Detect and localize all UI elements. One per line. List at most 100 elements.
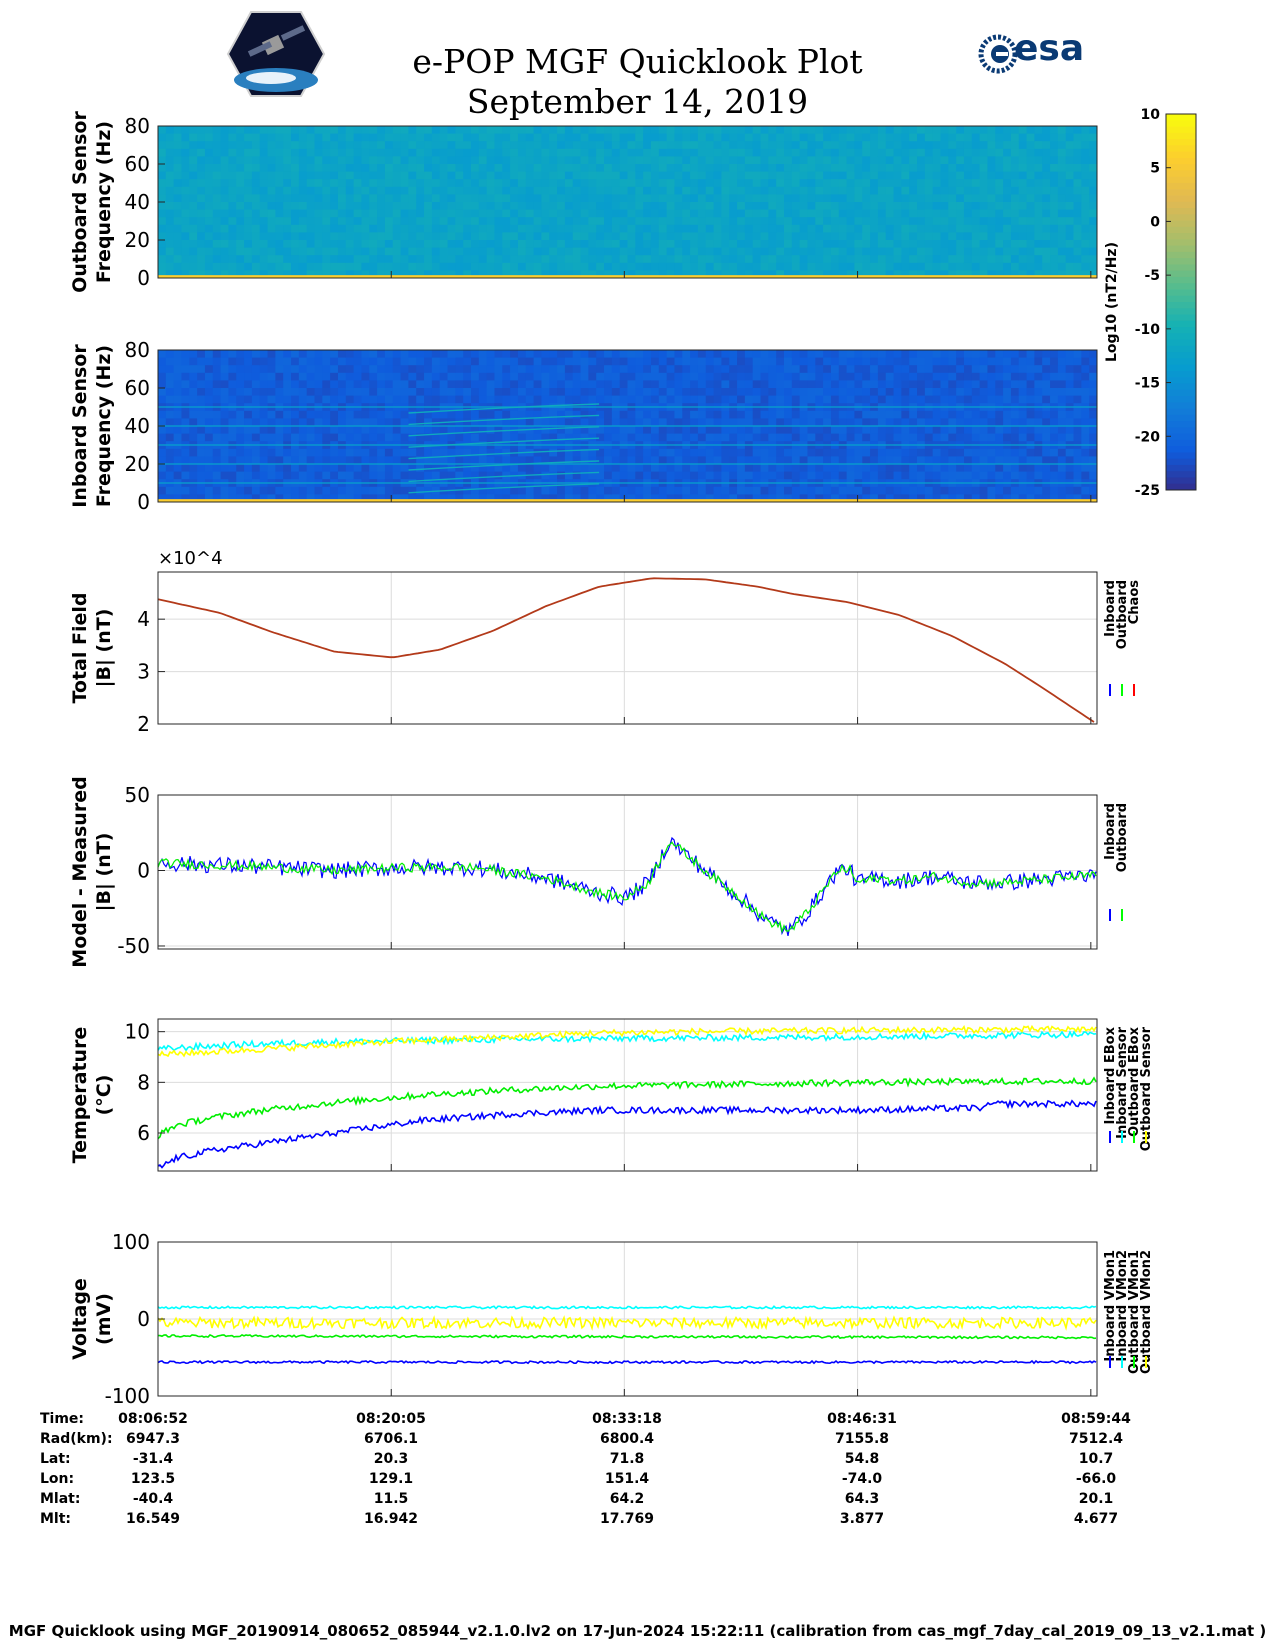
inboard-spectrogram-cell: [517, 418, 527, 427]
inboard-spectrogram-cell: [744, 426, 754, 434]
inboard-spectrogram-cell: [431, 372, 441, 381]
inboard-spectrogram-cell: [510, 433, 519, 442]
inboard-spectrogram-cell: [635, 456, 644, 465]
outboard-spectrogram-cell: [416, 270, 425, 279]
inboard-spectrogram-cell: [572, 471, 581, 480]
inboard-spectrogram-cell: [502, 357, 511, 366]
outboard-spectrogram-cell: [384, 217, 394, 226]
outboard-spectrogram-cell: [846, 194, 855, 203]
outboard-spectrogram-cell: [963, 202, 973, 210]
temperature-frame: [157, 1018, 1098, 1172]
outboard-spectrogram-cell: [416, 202, 425, 210]
inboard-spectrogram-cell: [502, 365, 511, 374]
outboard-spectrogram-cell: [823, 156, 832, 165]
outboard-spectrogram-cell: [416, 240, 425, 248]
outboard-spectrogram-cell: [1003, 240, 1012, 248]
inboard-spectrogram-cell: [901, 380, 910, 389]
outboard-spectrogram-cell: [564, 209, 574, 218]
inboard-spectrogram-cell: [259, 486, 268, 495]
inboard-spectrogram-cell: [619, 395, 628, 404]
outboard-spectrogram-cell: [502, 262, 511, 271]
outboard-spectrogram-cell: [275, 186, 284, 195]
inboard-spectrogram-cell: [478, 471, 488, 480]
outboard-spectrogram-cell: [846, 171, 855, 180]
inboard-spectrogram-cell: [619, 350, 628, 358]
outboard-spectrogram-cell: [330, 209, 339, 218]
inboard-spectrogram-cell: [901, 418, 910, 427]
inboard-spectrogram-cell: [713, 471, 722, 480]
inboard-spectrogram-cell: [533, 418, 542, 427]
inboard-spectrogram-cell: [932, 410, 941, 419]
outboard-spectrogram-cell: [158, 262, 167, 271]
outboard-spectrogram-cell: [846, 232, 855, 241]
inboard-spectrogram-cell: [619, 365, 628, 374]
inboard-spectrogram-cell: [236, 433, 245, 442]
inboard-spectrogram-cell: [572, 464, 581, 472]
outboard-spectrogram-cell: [713, 247, 722, 256]
outboard-spectrogram-cell: [204, 156, 214, 165]
inboard-spectrogram-cell: [580, 464, 589, 472]
outboard-spectrogram-cell: [705, 247, 714, 256]
outboard-spectrogram-cell: [1065, 240, 1074, 248]
outboard-spectrogram-cell: [580, 270, 589, 279]
outboard-spectrogram-cell: [619, 224, 628, 233]
inboard-spectrogram-cell: [588, 464, 597, 472]
inboard-spectrogram-cell: [596, 365, 605, 374]
outboard-spectrogram-cell: [337, 171, 347, 180]
outboard-spectrogram-cell: [799, 247, 808, 256]
inboard-spectrogram-cell: [197, 372, 206, 381]
inboard-spectrogram-cell: [377, 471, 386, 480]
outboard-spectrogram-cell: [557, 194, 566, 203]
inboard-spectrogram-cell: [431, 357, 441, 366]
outboard-spectrogram-cell: [658, 224, 668, 233]
outboard-spectrogram-cell: [807, 247, 816, 256]
outboard-spectrogram-cell: [259, 217, 268, 226]
inboard-spectrogram-cell: [1081, 350, 1090, 358]
inboard-spectrogram-cell: [259, 372, 268, 381]
outboard-spectrogram-cell: [1065, 186, 1074, 195]
outboard-spectrogram-cell: [917, 262, 926, 271]
inboard-spectrogram-cell: [572, 486, 581, 495]
inboard-spectrogram-cell: [713, 372, 722, 381]
outboard-spectrogram-cell: [1050, 156, 1059, 165]
inboard-spectrogram-cell: [830, 486, 840, 495]
inboard-spectrogram-cell: [158, 471, 167, 480]
outboard-spectrogram-cell: [165, 148, 175, 157]
inboard-spectrogram-cell: [893, 426, 902, 434]
outboard-spectrogram-cell: [1081, 262, 1090, 271]
outboard-spectrogram-cell: [830, 156, 840, 165]
inboard-spectrogram-cell: [666, 388, 675, 396]
outboard-spectrogram-cell: [337, 186, 347, 195]
outboard-spectrogram-cell: [549, 126, 558, 134]
outboard-spectrogram-cell: [557, 156, 566, 165]
inboard-spectrogram-cell: [197, 426, 206, 434]
inboard-spectrogram-cell: [244, 380, 253, 389]
outboard-spectrogram-cell: [267, 202, 276, 210]
outboard-spectrogram-cell: [291, 255, 300, 264]
outboard-spectrogram-cell: [924, 133, 934, 142]
inboard-spectrogram-cell: [564, 433, 574, 442]
outboard-spectrogram-cell: [776, 171, 785, 180]
outboard-spectrogram-cell: [283, 133, 292, 142]
inboard-spectrogram-cell: [291, 464, 300, 472]
outboard-spectrogram-cell: [956, 179, 965, 188]
inboard-spectrogram-cell: [330, 350, 339, 358]
inboard-spectrogram-cell: [619, 380, 628, 389]
inboard-spectrogram-cell: [384, 426, 394, 434]
inboard-spectrogram-cell: [322, 372, 331, 381]
outboard-spectrogram-cell: [721, 148, 730, 157]
outboard-spectrogram-cell: [173, 186, 182, 195]
inboard-spectrogram-cell: [377, 410, 386, 419]
inboard-spectrogram-cell: [353, 372, 362, 381]
inboard-spectrogram-cell: [650, 372, 660, 381]
inboard-spectrogram-cell: [337, 350, 347, 358]
inboard-spectrogram-cell: [697, 380, 707, 389]
inboard-spectrogram-cell: [283, 372, 292, 381]
outboard-spectrogram-cell: [204, 224, 214, 233]
outboard-spectrogram-cell: [236, 262, 245, 271]
outboard-spectrogram-cell: [838, 240, 847, 248]
inboard-spectrogram-cell: [353, 380, 362, 389]
outboard-spectrogram-cell: [384, 255, 394, 264]
outboard-spectrogram-cell: [611, 126, 621, 134]
outboard-spectrogram-cell: [330, 133, 339, 142]
